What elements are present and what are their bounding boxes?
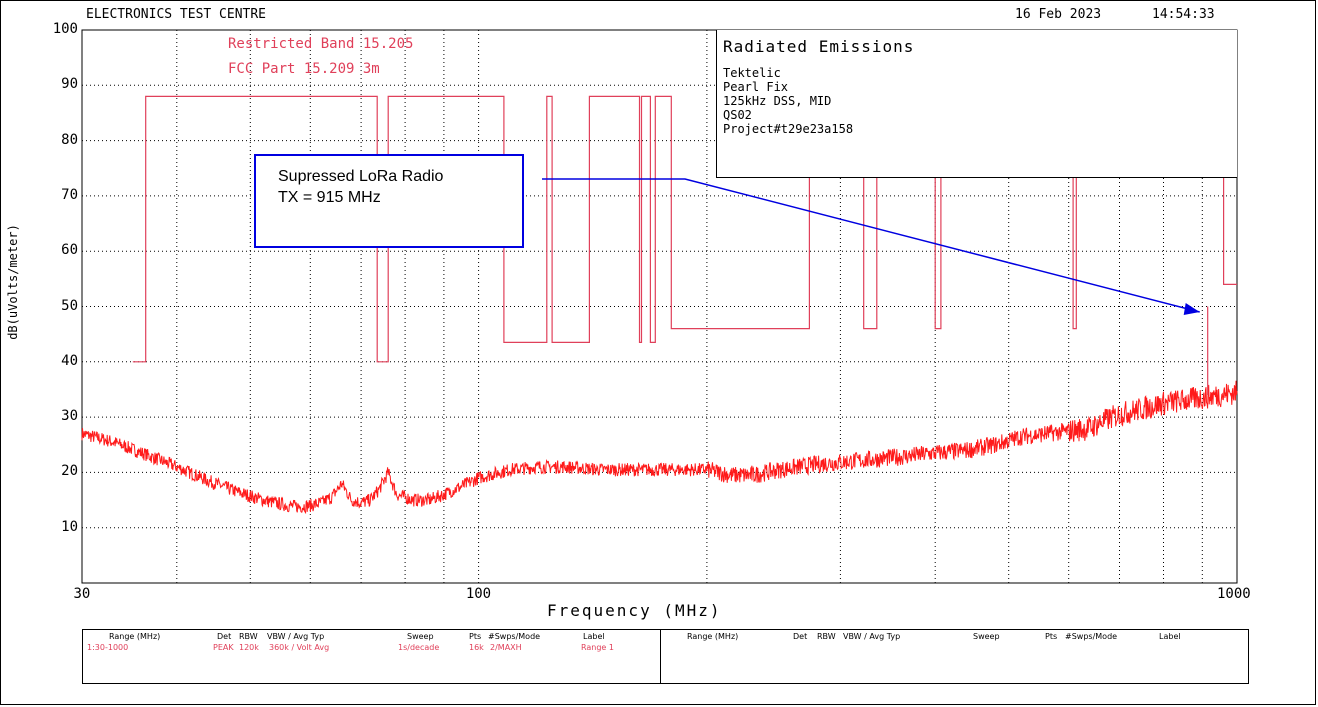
legend-header-rbw-2: RBW bbox=[817, 632, 836, 641]
legend-header-range: Range (MHz) bbox=[109, 632, 160, 641]
sweep-legend-table: Range (MHz) Det RBW VBW / Avg Typ Sweep … bbox=[82, 629, 1249, 684]
info-line-client: Tektelic bbox=[723, 66, 781, 80]
x-tick-label-1000: 1000 bbox=[1217, 586, 1251, 602]
legend-value-mode: 2/MAXH bbox=[490, 643, 522, 652]
lab-name: ELECTRONICS TEST CENTRE bbox=[86, 7, 266, 22]
legend-header-label: Label bbox=[583, 632, 605, 641]
legend-divider bbox=[660, 630, 661, 683]
x-tick-label-30: 30 bbox=[74, 586, 91, 602]
lora-callout-box: Supressed LoRa Radio TX = 915 MHz bbox=[254, 154, 524, 248]
y-tick-label-20: 20 bbox=[38, 463, 78, 479]
callout-arrow-head bbox=[1184, 303, 1200, 315]
callout-line-1: Supressed LoRa Radio bbox=[278, 168, 443, 186]
legend-value-det: PEAK bbox=[213, 643, 234, 652]
y-tick-label-60: 60 bbox=[38, 242, 78, 258]
legend-value-pts: 16k bbox=[469, 643, 484, 652]
legend-value-label: Range 1 bbox=[581, 643, 614, 652]
x-tick-label-100: 100 bbox=[466, 586, 491, 602]
callout-arrow-line bbox=[542, 179, 1200, 312]
legend-value-vbw: 360k / Volt Avg bbox=[269, 643, 329, 652]
callout-line-2: TX = 915 MHz bbox=[278, 189, 381, 207]
legend-header-det: Det bbox=[217, 632, 231, 641]
measurement-trace-series bbox=[82, 381, 1237, 513]
y-axis-label: dB(uVolts/meter) bbox=[6, 217, 20, 347]
y-tick-label-50: 50 bbox=[38, 298, 78, 314]
fcc-limit-label: FCC Part 15.209 3m bbox=[228, 61, 380, 77]
legend-header-range-2: Range (MHz) bbox=[687, 632, 738, 641]
legend-header-sweep-2: Sweep bbox=[973, 632, 1000, 641]
legend-header-sweep: Sweep bbox=[407, 632, 434, 641]
info-line-config: QS02 bbox=[723, 108, 752, 122]
legend-header-rbw: RBW bbox=[239, 632, 258, 641]
legend-header-pts-2: Pts bbox=[1045, 632, 1057, 641]
report-time: 14:54:33 bbox=[1152, 7, 1215, 22]
y-tick-label-30: 30 bbox=[38, 408, 78, 424]
x-axis-label: Frequency (MHz) bbox=[547, 601, 722, 620]
legend-header-mode: #Swps/Mode bbox=[488, 632, 540, 641]
y-tick-label-80: 80 bbox=[38, 132, 78, 148]
legend-header-det-2: Det bbox=[793, 632, 807, 641]
y-tick-label-90: 90 bbox=[38, 76, 78, 92]
report-date: 16 Feb 2023 bbox=[1015, 7, 1101, 22]
info-line-product: Pearl Fix bbox=[723, 80, 788, 94]
legend-header-pts: Pts bbox=[469, 632, 481, 641]
test-title: Radiated Emissions bbox=[723, 37, 914, 56]
y-tick-label-70: 70 bbox=[38, 187, 78, 203]
legend-header-mode-2: #Swps/Mode bbox=[1065, 632, 1117, 641]
y-tick-label-100: 100 bbox=[38, 21, 78, 37]
y-tick-label-10: 10 bbox=[38, 519, 78, 535]
legend-header-vbw: VBW / Avg Typ bbox=[267, 632, 324, 641]
legend-value-sweep: 1s/decade bbox=[398, 643, 439, 652]
legend-header-label-2: Label bbox=[1159, 632, 1181, 641]
info-line-project: Project#t29e23a158 bbox=[723, 122, 853, 136]
restricted-band-label: Restricted Band 15.205 bbox=[228, 36, 413, 52]
y-tick-label-40: 40 bbox=[38, 353, 78, 369]
test-info-box: Radiated Emissions Tektelic Pearl Fix 12… bbox=[716, 30, 1237, 178]
legend-value-range: 1:30-1000 bbox=[87, 643, 128, 652]
legend-value-rbw: 120k bbox=[239, 643, 259, 652]
info-line-mode: 125kHz DSS, MID bbox=[723, 94, 831, 108]
legend-header-vbw-2: VBW / Avg Typ bbox=[843, 632, 900, 641]
